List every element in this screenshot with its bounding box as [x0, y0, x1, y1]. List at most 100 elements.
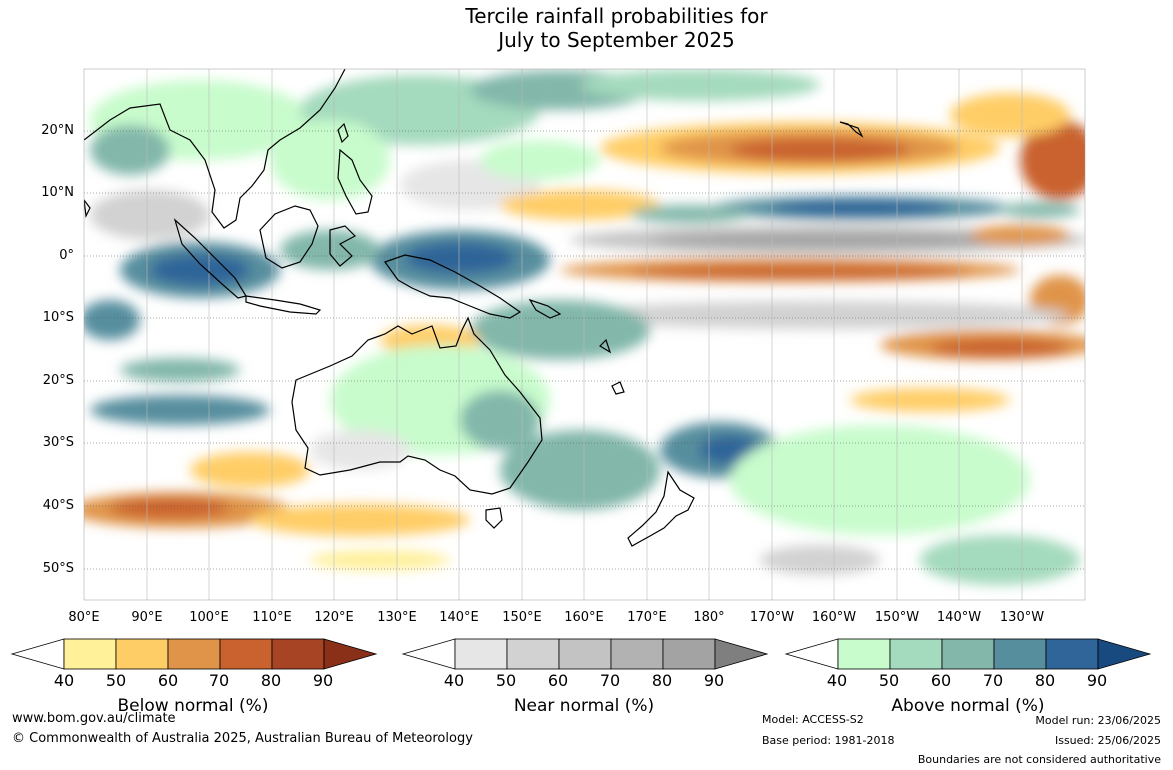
sri-lanka-coast: [84, 199, 91, 219]
lon-label-150e: 150°E: [502, 610, 542, 625]
colorbar-low-arrow: [10, 638, 65, 670]
fiji-coast: [611, 381, 625, 395]
title-line-1: Tercile rainfall probabilities for: [465, 4, 768, 28]
near-tick-60: 60: [547, 671, 569, 690]
title-line-2: July to September 2025: [498, 28, 735, 52]
sumatra-coast: [173, 218, 247, 299]
lon-label-120e: 120°E: [314, 610, 354, 625]
lon-label-80e: 80°E: [68, 610, 100, 625]
australia-coast: [291, 316, 543, 495]
colorbar-segment: [63, 638, 117, 670]
lat-label-20n: 20°N: [41, 123, 74, 138]
colorbar-segment: [610, 638, 664, 670]
model-text: Model: ACCESS-S2: [762, 713, 864, 726]
lon-label-110e: 110°E: [252, 610, 292, 625]
near-tick-50: 50: [495, 671, 517, 690]
colorbar-below-normal: [10, 638, 378, 670]
lon-label-140e: 140°E: [439, 610, 479, 625]
solomon-coast: [528, 298, 562, 319]
near-tick-40: 40: [443, 671, 465, 690]
lon-label-130w: 130°W: [999, 610, 1045, 625]
above-tick-50: 50: [878, 671, 900, 690]
below-tick-80: 80: [260, 671, 282, 690]
colorbar-segment: [837, 638, 891, 670]
coastlines: [84, 69, 864, 547]
new-guinea-coast: [384, 254, 522, 319]
colorbar-high-arrow: [1097, 638, 1152, 670]
above-tick-70: 70: [982, 671, 1004, 690]
above-tick-40: 40: [826, 671, 848, 690]
colorbar-segment: [271, 638, 325, 670]
lat-label-10n: 10°N: [41, 185, 74, 200]
probability-field: [84, 69, 1085, 585]
colorbar-segment: [454, 638, 508, 670]
lat-label-0: 0°: [59, 248, 74, 263]
colorbar-segment: [506, 638, 560, 670]
vanuatu-coast: [599, 338, 612, 354]
colorbar-segment: [219, 638, 273, 670]
map-frame: [83, 68, 1086, 601]
base-period-text: Base period: 1981-2018: [762, 734, 895, 747]
near-tick-90: 90: [703, 671, 725, 690]
lon-label-160e: 160°E: [564, 610, 604, 625]
disclaimer-text: Boundaries are not considered authoritat…: [917, 753, 1161, 766]
colorbar-segment: [993, 638, 1047, 670]
colorbar-segment: [941, 638, 995, 670]
colorbar-low-arrow: [401, 638, 456, 670]
colorbar-above-normal: [784, 638, 1152, 670]
lon-label-130e: 130°E: [377, 610, 417, 625]
colorbar-low-arrow: [784, 638, 839, 670]
lat-label-20s: 20°S: [42, 373, 74, 388]
near-tick-80: 80: [651, 671, 673, 690]
hawaii-coast: [839, 121, 864, 138]
java-coast: [245, 295, 322, 315]
lat-label-40s: 40°S: [42, 498, 74, 513]
lon-label-170e: 170°E: [627, 610, 667, 625]
above-tick-60: 60: [930, 671, 952, 690]
lon-label-170w: 170°W: [749, 610, 795, 625]
lon-label-160w: 160°W: [811, 610, 857, 625]
near-tick-70: 70: [599, 671, 621, 690]
colorbar-segment: [662, 638, 716, 670]
above-tick-90: 90: [1086, 671, 1108, 690]
colorbar-near-normal: [401, 638, 769, 670]
colorbar-segment: [167, 638, 221, 670]
borneo-coast: [259, 205, 319, 269]
below-tick-50: 50: [105, 671, 127, 690]
lon-label-150w: 150°W: [874, 610, 920, 625]
above-normal-label: Above normal (%): [891, 696, 1045, 716]
colorbar-high-arrow: [323, 638, 378, 670]
above-tick-80: 80: [1034, 671, 1056, 690]
asia-mainland-coast: [84, 69, 346, 229]
colorbar-segment: [558, 638, 612, 670]
chart-title: Tercile rainfall probabilities for July …: [0, 4, 1173, 52]
copyright-text: © Commonwealth of Australia 2025, Austra…: [12, 731, 473, 746]
tasmania-coast: [485, 507, 503, 529]
taiwan-coast: [337, 122, 349, 144]
philippines-coast: [337, 148, 373, 215]
colorbar-segment: [1045, 638, 1099, 670]
lat-label-10s: 10°S: [42, 310, 74, 325]
gridlines: [84, 130, 1085, 570]
lon-label-140w: 140°W: [936, 610, 982, 625]
sulawesi-coast: [329, 225, 356, 267]
near-normal-label: Near normal (%): [513, 696, 655, 716]
below-tick-90: 90: [312, 671, 334, 690]
map-area: [84, 69, 1085, 600]
lon-label-90e: 90°E: [131, 610, 163, 625]
issued-text: Issued: 25/06/2025: [1054, 734, 1161, 747]
model-run-text: Model run: 23/06/2025: [1035, 714, 1161, 727]
lon-label-180: 180°: [693, 610, 725, 625]
meridians: [146, 69, 1023, 600]
lat-label-50s: 50°S: [42, 561, 74, 576]
new-zealand-coast: [627, 470, 695, 547]
website-link[interactable]: www.bom.gov.au/climate: [12, 711, 176, 726]
below-tick-40: 40: [53, 671, 75, 690]
lat-label-30s: 30°S: [42, 435, 74, 450]
colorbar-segment: [889, 638, 943, 670]
below-normal-label: Below normal (%): [117, 696, 269, 716]
colorbar-segment: [115, 638, 169, 670]
below-tick-70: 70: [208, 671, 230, 690]
lon-label-100e: 100°E: [189, 610, 229, 625]
